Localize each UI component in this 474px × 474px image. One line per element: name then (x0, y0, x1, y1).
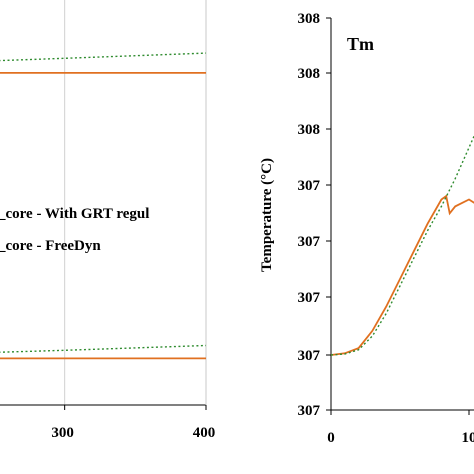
right-series-line-0 (330, 194, 474, 356)
left-series-line-0-1 (0, 344, 207, 353)
left-x-tick-label-400: 400 (193, 425, 216, 441)
left-x-tick-label-300: 300 (51, 425, 74, 441)
right-y-tick-label-0: 308 (298, 11, 321, 27)
legend-entry-with-grt-regul: _core - With GRT regul (0, 206, 149, 222)
left-chart: 300 400 _core - With GRT regul _core - Fr… (0, 0, 215, 441)
right-x-ticks: 0 10 (327, 410, 474, 446)
y-axis-label: Temperature (°C) (259, 158, 275, 272)
left-series-line-0-0 (0, 52, 207, 62)
right-x-tick-label-0: 0 (327, 430, 335, 446)
left-x-ticks: 300 400 (51, 405, 215, 441)
right-y-tick-label-5: 307 (298, 290, 321, 306)
right-series-line-1 (330, 134, 474, 356)
right-y-tick-label-3: 307 (298, 178, 321, 194)
right-y-tick-label-6: 307 (298, 348, 321, 364)
chart-title: Tm (347, 34, 374, 54)
left-series (0, 52, 207, 360)
right-y-tick-label-1: 308 (298, 66, 321, 82)
right-y-tick-label-2: 308 (298, 122, 321, 138)
legend-entry-freedyn: _core - FreeDyn (0, 238, 101, 254)
right-series (330, 134, 474, 356)
right-x-tick-label-10: 10 (462, 430, 474, 446)
right-y-ticks: 308 308 308 307 307 307 307 307 (298, 11, 331, 419)
right-y-tick-label-4: 307 (298, 234, 321, 250)
right-y-tick-label-7: 307 (298, 403, 321, 419)
right-chart: 308 308 308 307 307 307 307 307 0 10 Tm Temperat… (259, 11, 474, 446)
